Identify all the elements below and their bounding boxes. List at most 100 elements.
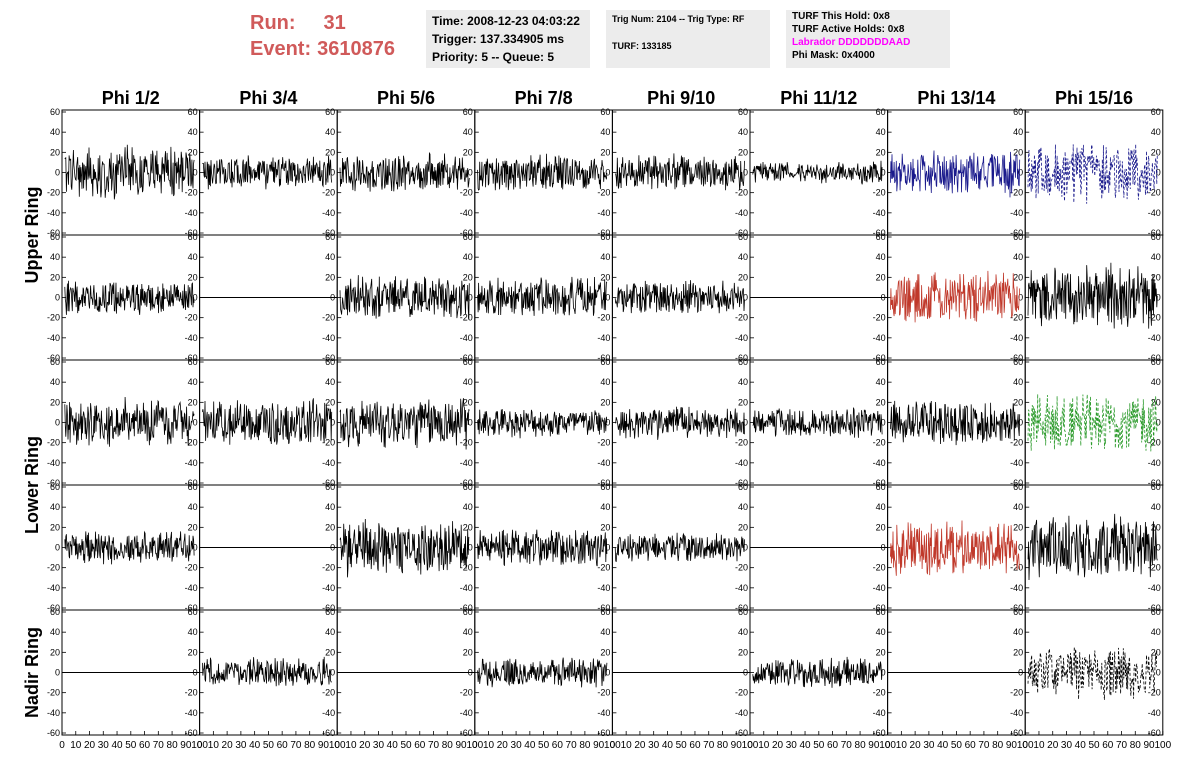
y-tick-label-right: 40	[325, 627, 335, 637]
x-tick-label: 50	[813, 740, 825, 751]
x-tick-label: 10	[345, 740, 357, 751]
y-tick-label-right: 40	[738, 377, 748, 387]
y-tick-label-right: 60	[600, 607, 610, 617]
x-tick-label: 80	[167, 740, 179, 751]
y-tick-label-right: 40	[600, 502, 610, 512]
y-tick-label-right: 20	[600, 272, 610, 282]
y-tick-label-right: -40	[460, 458, 473, 468]
y-tick-label: 40	[50, 252, 60, 262]
y-tick-label-right: 40	[876, 627, 886, 637]
x-tick-label: 20	[772, 740, 784, 751]
x-tick-label: 70	[978, 740, 990, 751]
y-tick-label-right: 20	[600, 647, 610, 657]
y-tick-label-right: -40	[597, 208, 610, 218]
y-tick-label-right: 0	[193, 418, 198, 428]
y-tick-label-right: -20	[735, 313, 748, 323]
x-tick-label: 30	[923, 740, 935, 751]
y-tick-label-right: 60	[738, 357, 748, 367]
panel-frame	[611, 359, 751, 486]
y-tick-label-right: -60	[1148, 228, 1161, 238]
y-tick-label-right: -20	[597, 438, 610, 448]
y-tick-label-right: -60	[735, 603, 748, 613]
y-tick-label-right: -20	[1148, 313, 1161, 323]
y-tick-label: 40	[50, 627, 60, 637]
x-tick-label: 20	[634, 740, 646, 751]
y-tick-label-right: 40	[1013, 502, 1023, 512]
y-tick-label-right: 40	[325, 377, 335, 387]
y-tick-label-right: 40	[1013, 127, 1023, 137]
y-tick-label-right: 40	[738, 252, 748, 262]
y-tick-label-right: 40	[600, 252, 610, 262]
y-tick-label-right: -40	[1148, 458, 1161, 468]
y-tick-label-right: -40	[597, 583, 610, 593]
y-tick-label-right: -40	[322, 583, 335, 593]
y-tick-label-right: -20	[1010, 438, 1023, 448]
y-tick-label-right: -20	[185, 563, 198, 573]
waveform-trace	[752, 160, 883, 185]
y-tick-label: 0	[55, 168, 60, 178]
y-tick-label-right: 0	[1018, 293, 1023, 303]
y-tick-label-right: -40	[1010, 708, 1023, 718]
y-tick-label-right: 60	[325, 357, 335, 367]
y-tick-label-right: 20	[188, 147, 198, 157]
y-tick-label-right: -20	[597, 688, 610, 698]
y-tick-label-right: 0	[468, 293, 473, 303]
run-value: 31	[323, 12, 346, 34]
panel-frame	[749, 359, 889, 486]
y-tick-label-right: 0	[330, 418, 335, 428]
y-tick-label: -20	[47, 188, 60, 198]
y-tick-label-right: -40	[1010, 458, 1023, 468]
x-tick-label: 40	[799, 740, 811, 751]
x-tick-label: 20	[222, 740, 234, 751]
y-tick-label: -60	[47, 228, 60, 238]
y-tick-label-right: 20	[1151, 147, 1161, 157]
x-tick-label: 0	[747, 740, 753, 751]
x-tick-label: 30	[373, 740, 385, 751]
y-tick-label-right: 20	[325, 272, 335, 282]
y-tick-label-right: -60	[322, 228, 335, 238]
y-tick-label-right: -60	[322, 603, 335, 613]
x-tick-label: 80	[579, 740, 591, 751]
y-tick-label-right: 40	[1013, 627, 1023, 637]
y-tick-label-right: 60	[463, 607, 473, 617]
y-tick-label-right: 40	[600, 627, 610, 637]
y-tick-label-right: 0	[743, 418, 748, 428]
x-tick-label: 60	[827, 740, 839, 751]
y-tick-label-right: 60	[876, 607, 886, 617]
y-tick-label-right: -40	[735, 333, 748, 343]
y-tick-label-right: 60	[876, 482, 886, 492]
x-tick-label: 10	[621, 740, 633, 751]
y-tick-label-right: 0	[1156, 668, 1161, 678]
y-tick-label-right: 60	[188, 607, 198, 617]
row-label: Lower Ring	[22, 436, 42, 534]
y-tick-label-right: 40	[325, 252, 335, 262]
y-tick-label-right: 60	[600, 357, 610, 367]
y-tick-label-right: 60	[600, 482, 610, 492]
y-tick-label: -60	[47, 603, 60, 613]
y-tick-label-right: 20	[188, 397, 198, 407]
y-tick-label-right: -60	[460, 728, 473, 738]
y-tick-label-right: 60	[188, 232, 198, 242]
y-tick-label: 20	[50, 647, 60, 657]
y-tick-label-right: 40	[463, 252, 473, 262]
x-tick-label: 10	[1033, 740, 1045, 751]
y-tick-label-right: 40	[463, 377, 473, 387]
y-tick-label-right: -20	[185, 688, 198, 698]
y-tick-label-right: -60	[873, 478, 886, 488]
y-tick-label-right: -40	[185, 458, 198, 468]
y-tick-label-right: 60	[188, 482, 198, 492]
y-tick-label: -20	[47, 313, 60, 323]
y-tick-label: 40	[50, 127, 60, 137]
x-tick-label: 0	[610, 740, 616, 751]
y-tick-label-right: 60	[463, 482, 473, 492]
y-tick-label-right: 40	[1013, 252, 1023, 262]
x-tick-label: 70	[841, 740, 853, 751]
y-tick-label-right: 20	[738, 397, 748, 407]
turf-this-hold-text: TURF This Hold: 0x8	[792, 11, 890, 22]
y-tick-label-right: -40	[873, 333, 886, 343]
y-tick-label-right: 20	[1013, 522, 1023, 532]
y-tick-label-right: 0	[605, 543, 610, 553]
x-tick-label: 50	[263, 740, 275, 751]
x-tick-label: 60	[689, 740, 701, 751]
run-event-box: Run: 31 Event: 3610876	[250, 10, 420, 66]
